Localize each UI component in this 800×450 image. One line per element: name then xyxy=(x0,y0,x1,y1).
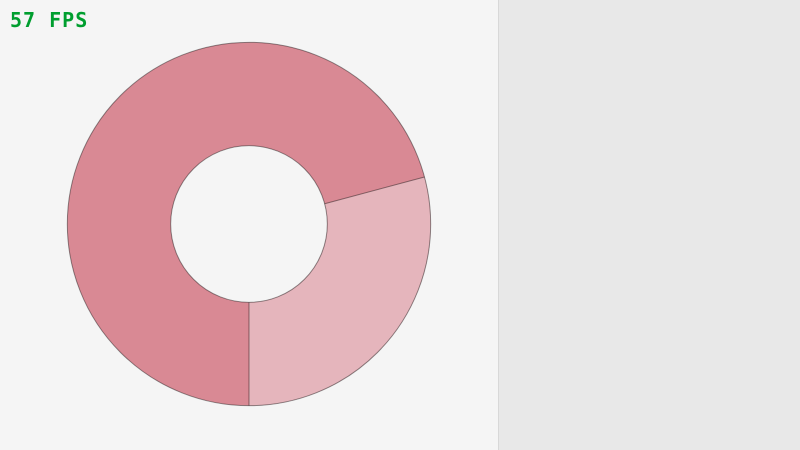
ring-single-sector xyxy=(249,176,431,406)
slider-row-startangle: StartAngle -255.00 xyxy=(499,40,800,60)
controls-panel: StartAngle -255.00 EndAngle 360.00 Inner… xyxy=(498,0,800,450)
fps-counter: 57 FPS xyxy=(10,8,89,32)
ring-inner-outline xyxy=(170,145,328,303)
slider-row-innerradius: InnerRadius 78.33 xyxy=(499,140,800,160)
ring-end-angle-line xyxy=(324,176,425,205)
slider-row-segments: Segments 0.00 xyxy=(499,240,800,260)
slider-row-outerradius: OuterRadius 181.67 xyxy=(499,170,800,190)
ring-canvas xyxy=(66,41,432,407)
ring-outer-outline xyxy=(66,41,432,407)
slider-row-endangle: EndAngle 360.00 xyxy=(499,70,800,90)
